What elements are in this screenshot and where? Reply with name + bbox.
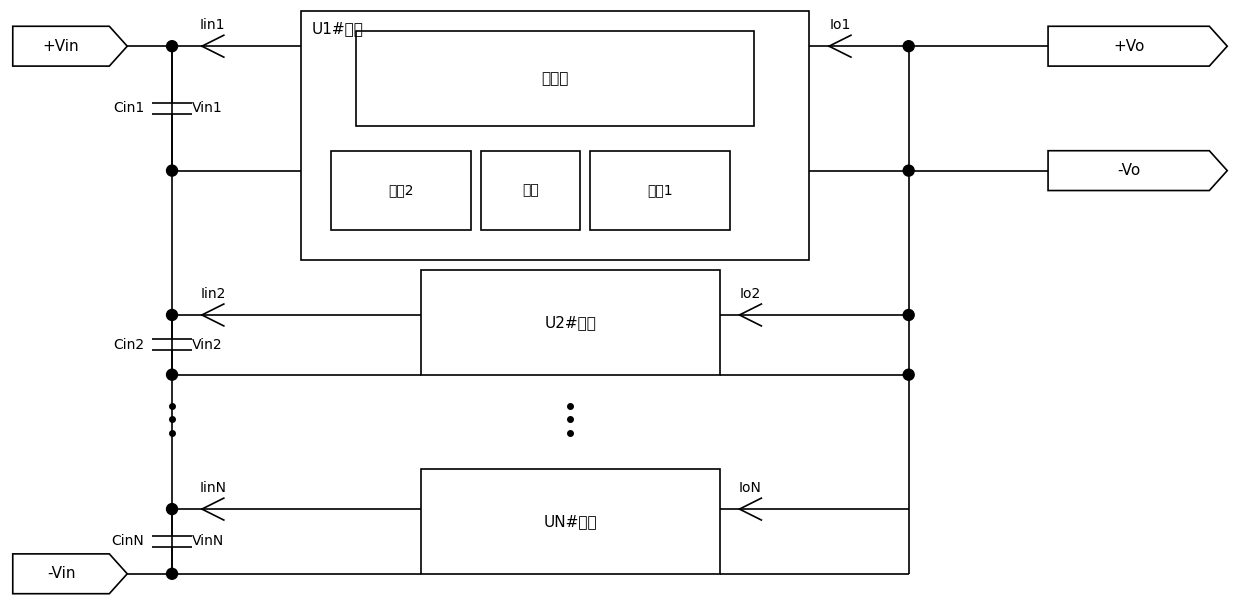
Circle shape: [903, 369, 914, 380]
Circle shape: [166, 309, 177, 320]
Text: UN#模块: UN#模块: [543, 514, 596, 529]
Text: Iin2: Iin2: [200, 287, 226, 301]
Circle shape: [166, 568, 177, 579]
Text: Io1: Io1: [830, 18, 851, 32]
Text: Io2: Io2: [740, 287, 761, 301]
FancyBboxPatch shape: [301, 11, 810, 260]
FancyBboxPatch shape: [590, 151, 729, 231]
Text: Vin2: Vin2: [192, 338, 222, 352]
FancyBboxPatch shape: [420, 270, 719, 375]
FancyBboxPatch shape: [331, 151, 471, 231]
Text: CinN: CinN: [112, 534, 144, 549]
Circle shape: [166, 504, 177, 515]
Text: +Vin: +Vin: [42, 39, 79, 54]
Text: U1#模块: U1#模块: [311, 22, 363, 36]
Text: 功率级: 功率级: [542, 71, 569, 86]
Text: -Vo: -Vo: [1117, 163, 1141, 178]
FancyBboxPatch shape: [420, 469, 719, 574]
FancyBboxPatch shape: [481, 151, 580, 231]
Text: U2#模块: U2#模块: [544, 315, 596, 330]
Circle shape: [903, 309, 914, 320]
Text: -Vin: -Vin: [47, 566, 76, 581]
Text: Vin1: Vin1: [192, 101, 223, 116]
FancyBboxPatch shape: [356, 31, 754, 126]
Circle shape: [903, 41, 914, 52]
Text: Cin2: Cin2: [113, 338, 144, 352]
Text: 光耦: 光耦: [522, 183, 539, 197]
Text: Iin1: Iin1: [200, 18, 226, 32]
Text: 反馈1: 反馈1: [647, 183, 672, 197]
Text: IinN: IinN: [200, 481, 227, 495]
Circle shape: [166, 369, 177, 380]
Text: 反馈2: 反馈2: [388, 183, 414, 197]
Text: +Vo: +Vo: [1114, 39, 1145, 54]
Text: IoN: IoN: [739, 481, 761, 495]
Polygon shape: [1048, 26, 1228, 66]
Polygon shape: [12, 554, 128, 593]
Polygon shape: [1048, 151, 1228, 191]
Circle shape: [903, 165, 914, 176]
Circle shape: [166, 41, 177, 52]
Polygon shape: [12, 26, 128, 66]
Text: Cin1: Cin1: [113, 101, 144, 116]
Text: VinN: VinN: [192, 534, 224, 549]
Circle shape: [166, 165, 177, 176]
